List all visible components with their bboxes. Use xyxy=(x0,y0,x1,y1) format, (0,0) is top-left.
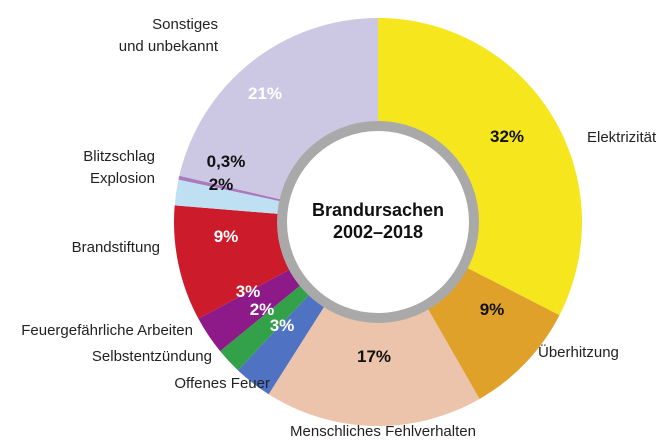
value-label: 21% xyxy=(248,84,282,103)
slice xyxy=(174,179,281,214)
slice xyxy=(378,18,582,316)
category-label: Offenes Feuer xyxy=(174,375,270,392)
category-label: Explosion xyxy=(90,170,155,187)
category-label: Menschliches Fehlverhalten xyxy=(290,423,476,440)
slice xyxy=(198,269,301,352)
value-label: 0,3% xyxy=(207,152,246,171)
category-label: Überhitzung xyxy=(538,343,619,361)
category-label: Brandstiftung xyxy=(72,239,160,256)
slice xyxy=(220,285,310,371)
value-label: 9% xyxy=(214,227,239,246)
category-label: Sonstiges und unbekannt xyxy=(119,16,219,55)
category-label: Elektrizität xyxy=(587,129,657,146)
slice xyxy=(268,306,480,426)
slice xyxy=(427,267,560,399)
category-label: Selbstentzündung xyxy=(92,348,212,365)
slice xyxy=(179,18,378,200)
slice xyxy=(237,294,325,395)
value-label: 17% xyxy=(357,347,391,366)
category-label: Blitzschlag xyxy=(83,148,155,165)
slice xyxy=(178,175,281,202)
value-label: 3% xyxy=(236,282,261,301)
slice xyxy=(173,205,290,319)
category-label: Feuergefährliche Arbeiten xyxy=(21,322,193,339)
value-label: 3% xyxy=(270,316,295,335)
donut-ring xyxy=(277,121,479,323)
value-label: 2% xyxy=(209,175,234,194)
value-label: 2% xyxy=(250,300,275,319)
chart-title: Brandursachen 2002–2018 xyxy=(312,200,444,242)
value-label: 32% xyxy=(490,127,524,146)
value-label: 9% xyxy=(480,300,505,319)
